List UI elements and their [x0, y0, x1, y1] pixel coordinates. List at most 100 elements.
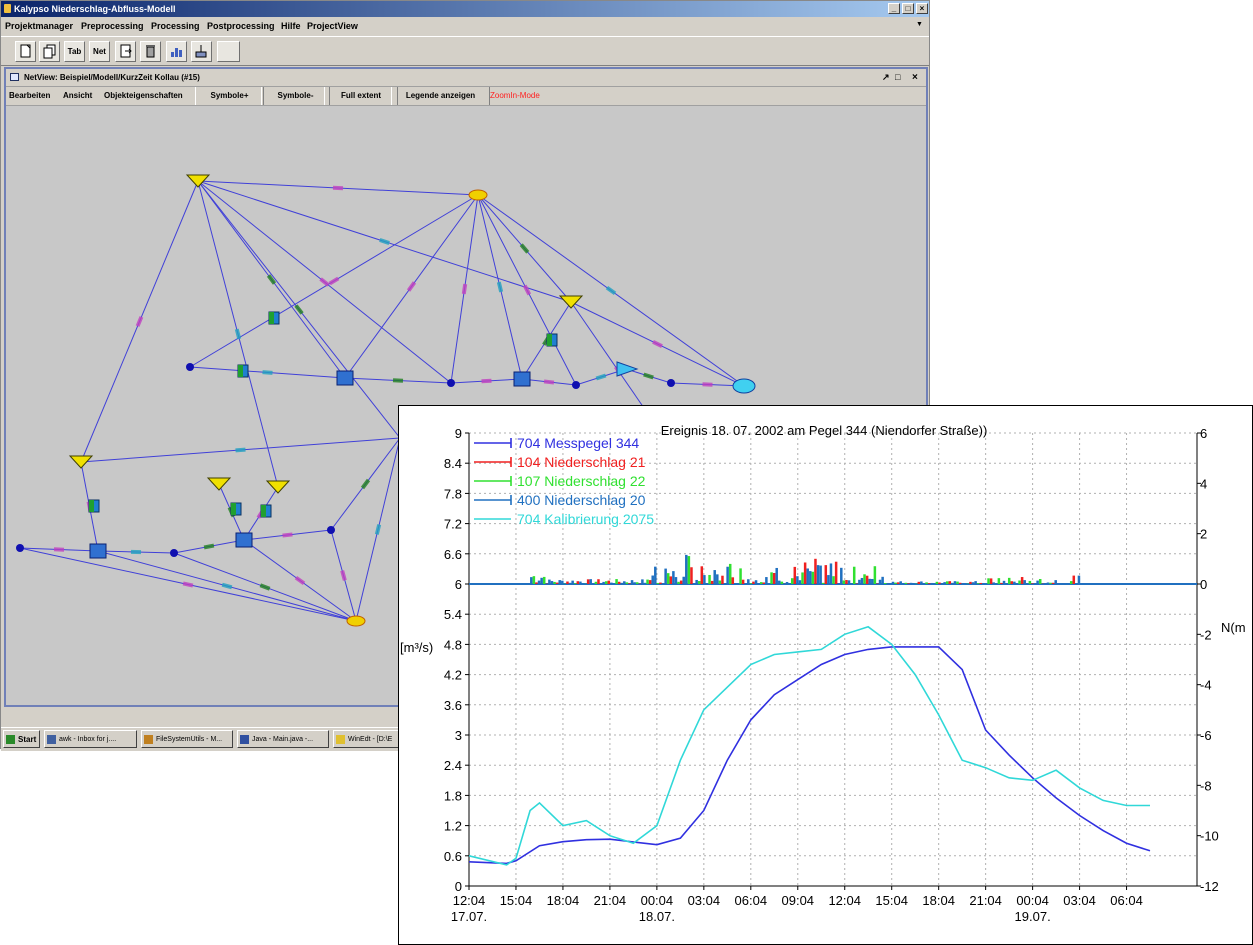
rainfall-bar [1002, 580, 1006, 584]
gauge-triangle-icon[interactable] [206, 477, 232, 491]
menu-preprocessing[interactable]: Preprocessing [81, 21, 144, 31]
rainfall-bar [674, 577, 678, 584]
rainfall-bar [917, 581, 921, 584]
rainfall-bar [871, 578, 874, 584]
rainfall-bar [669, 576, 673, 584]
menu-hilfe[interactable]: Hilfe [281, 21, 301, 31]
symbole-plus-button[interactable]: Symbole+ [195, 87, 264, 105]
rainfall-bar [987, 578, 990, 584]
minimize-button[interactable]: _ [888, 3, 900, 14]
node-dot-icon[interactable] [447, 379, 455, 387]
rainfall-bar [1000, 582, 1003, 584]
gauge-triangle-icon[interactable] [265, 480, 291, 494]
task-awk[interactable]: awk - Inbox for j.... [44, 730, 137, 748]
rainfall-bar [581, 583, 585, 584]
rainfall-bars [530, 554, 1081, 584]
rainfall-bar [865, 575, 869, 584]
edge-marker-icon [702, 382, 713, 387]
rainfall-bar [1028, 580, 1032, 584]
symbole-minus-button[interactable]: Symbole- [261, 87, 330, 105]
export-file-button[interactable] [115, 41, 136, 62]
close-button[interactable]: × [916, 3, 928, 14]
rainfall-bar [953, 581, 957, 584]
task-filesystemutils[interactable]: FileSystemUtils - M... [141, 730, 233, 748]
rainfall-bar [785, 582, 789, 584]
y-tick-label-left: 4.8 [444, 637, 462, 652]
tab-button[interactable]: Tab [64, 41, 85, 62]
start-button[interactable]: Start [3, 730, 40, 748]
network-canvas[interactable] [6, 106, 926, 705]
menu-processing[interactable]: Processing [151, 21, 200, 31]
rainfall-bar [827, 575, 830, 584]
rainfall-bar [1031, 583, 1034, 584]
netview-menu-ansicht[interactable]: Ansicht [63, 91, 93, 100]
rainfall-bar [878, 579, 882, 584]
legend-entry: 107 Niederschlag 22 [517, 473, 646, 489]
rain-station-icon-half [89, 500, 94, 512]
menu-projectview[interactable]: ProjectView [307, 21, 358, 31]
gauge-triangle-icon[interactable] [558, 295, 584, 309]
network-nodes[interactable] [16, 174, 756, 627]
menu-postprocessing[interactable]: Postprocessing [207, 21, 275, 31]
task-winedt[interactable]: WinEdt - [D:\E [333, 730, 403, 748]
rainfall-bar [718, 580, 722, 584]
x-tick-label: 12:04 [453, 893, 486, 908]
empty-toolbar-button[interactable] [217, 41, 240, 62]
gauge-triangle-icon[interactable] [185, 174, 211, 188]
node-dot-icon[interactable] [170, 549, 178, 557]
legende-anzeigen-button[interactable]: Legende anzeigen [391, 87, 490, 105]
rainfall-bar [594, 581, 598, 584]
chart-button[interactable] [166, 41, 187, 62]
y-axis-label-right: N(m [1221, 620, 1246, 635]
maximize-button[interactable]: □ [902, 3, 914, 14]
node-dot-icon[interactable] [186, 363, 194, 371]
netview-menu-objekteigenschaften[interactable]: Objekteigenschaften [104, 91, 183, 100]
netview-menu-bearbeiten[interactable]: Bearbeiten [9, 91, 51, 100]
rainfall-bar [1072, 575, 1076, 584]
rainfall-bar [1010, 581, 1014, 584]
edit-chart-button[interactable] [191, 41, 212, 62]
catchment-square-icon[interactable] [235, 532, 253, 548]
task-java[interactable]: Java - Main.java -... [237, 730, 329, 748]
chart-title: Ereignis 18. 07. 2002 am Pegel 344 (Nien… [661, 423, 988, 438]
rainfall-bar [648, 580, 652, 584]
rainfall-bar [708, 574, 711, 584]
full-extent-button[interactable]: Full extent [324, 87, 398, 105]
node-dot-icon[interactable] [327, 526, 335, 534]
catchment-square-icon[interactable] [336, 370, 354, 386]
y-tick-label-left: 9 [455, 426, 462, 441]
river-segment-icon[interactable] [616, 361, 639, 377]
copy-file-button[interactable] [39, 41, 60, 62]
node-dot-icon[interactable] [572, 381, 580, 389]
menu-overflow-icon[interactable]: ▼ [916, 21, 923, 28]
rainfall-bar [798, 580, 802, 584]
storage-node-icon[interactable] [468, 189, 488, 201]
rainfall-bar [597, 579, 600, 584]
netview-maximize-icon[interactable]: □ [895, 72, 901, 82]
zoom-mode-label: ZoomIn-Mode [490, 91, 540, 100]
node-dot-icon[interactable] [16, 544, 24, 552]
storage-node-icon[interactable] [346, 615, 366, 627]
catchment-square-icon[interactable] [513, 371, 531, 387]
edge-marker-icon [234, 328, 242, 340]
legend-entry: 400 Niederschlag 20 [517, 492, 646, 508]
net-button[interactable]: Net [89, 41, 110, 62]
rainfall-bar [615, 579, 618, 584]
netview-close-icon[interactable]: × [912, 72, 918, 83]
rainfall-bar [778, 580, 781, 584]
new-file-button[interactable] [15, 41, 36, 62]
rainfall-bar [948, 581, 952, 584]
delete-button[interactable] [140, 41, 161, 62]
edge-marker-icon [235, 447, 246, 453]
catchment-square-icon[interactable] [89, 543, 107, 559]
rainfall-bar [716, 574, 719, 584]
outlet-node-icon[interactable] [732, 378, 756, 394]
node-dot-icon[interactable] [667, 379, 675, 387]
rainfall-bar [646, 579, 649, 584]
rainfall-bar [992, 582, 995, 584]
netview-restore-icon[interactable]: ↗ [882, 72, 890, 82]
rainfall-bar [604, 581, 608, 584]
chart-legend: 704 Messpegel 344 104 Niederschlag 21 107 … [474, 435, 654, 527]
menu-projektmanager[interactable]: Projektmanager [5, 21, 74, 31]
gauge-triangle-icon[interactable] [68, 455, 94, 469]
